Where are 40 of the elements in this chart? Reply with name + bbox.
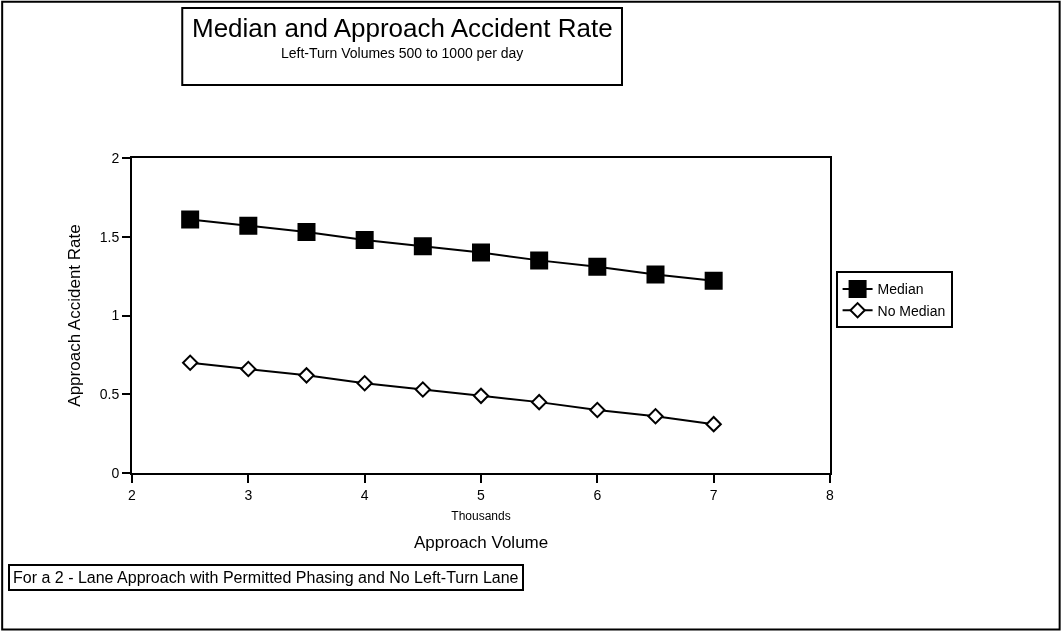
point: [181, 210, 200, 229]
x-tick-label: 4: [360, 486, 369, 503]
point: [297, 223, 316, 242]
point: [704, 271, 723, 290]
point: [239, 216, 258, 235]
x-tick-label: 6: [593, 486, 602, 503]
point: [413, 237, 432, 256]
legend-label: Median: [877, 281, 924, 298]
x-tick-label: 5: [477, 486, 486, 503]
x-tick-label: 3: [244, 486, 253, 503]
y-axis-title: Approach Accident Rate: [64, 224, 84, 407]
point: [530, 251, 549, 270]
legend-label: No Median: [877, 302, 946, 319]
point: [589, 401, 606, 419]
x-tick-label: 7: [709, 486, 718, 503]
point: [182, 354, 199, 371]
point: [588, 257, 607, 276]
chart-subtitle: Left-Turn Volumes 500 to 1000 per day: [281, 45, 524, 61]
point: [647, 408, 664, 425]
point: [472, 243, 490, 262]
text: For a 2 - Lane Approach with Permitted Phasing and No Left-Turn Lane: [13, 569, 519, 586]
x-axis-title: Thousands: [451, 509, 511, 524]
y-tick-label: 2: [111, 149, 120, 166]
point: [646, 265, 665, 284]
point: [705, 416, 722, 433]
x-tick-label: 2: [128, 486, 137, 503]
point: [240, 360, 257, 378]
point: [355, 230, 374, 249]
point: [472, 387, 490, 404]
text: Approach Volume: [414, 533, 549, 552]
point: [531, 393, 548, 411]
y-tick-label: 1.5: [99, 228, 120, 245]
y-tick-label: 0: [111, 464, 120, 481]
y-tick-label: 1: [111, 307, 120, 324]
y-tick-label: 0.5: [99, 386, 120, 403]
chart-title: Median and Approach Accident Rate: [192, 13, 613, 43]
point: [356, 375, 373, 392]
point: [298, 367, 315, 384]
x-tick-label: 8: [826, 486, 835, 503]
point: [414, 381, 431, 398]
